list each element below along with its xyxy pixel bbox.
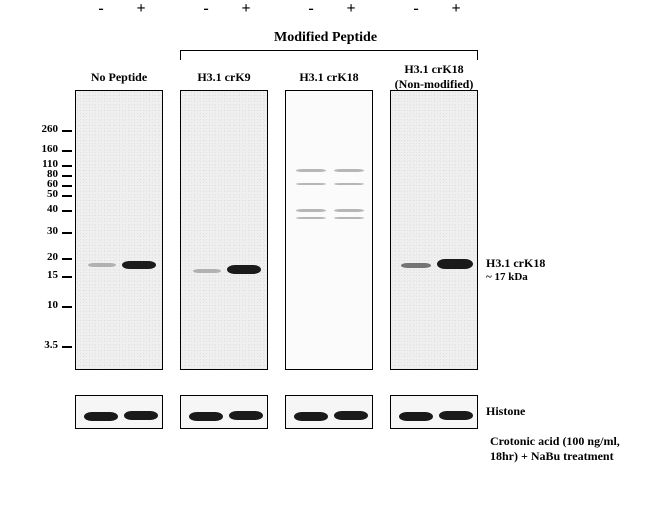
ladder-tick (62, 130, 72, 132)
lane-minus: - (408, 0, 424, 18)
blot-noise (76, 91, 162, 369)
modified-peptide-bracket (180, 50, 478, 60)
lane-minus: - (303, 0, 319, 18)
lane-minus: - (198, 0, 214, 18)
ladder-tick (62, 276, 72, 278)
lane-plus: + (343, 0, 359, 18)
target-label-l2: ~ 17 kDa (486, 271, 545, 283)
band (296, 183, 326, 185)
ladder-tick (62, 150, 72, 152)
ladder-tick (62, 165, 72, 167)
ladder-label: 160 (30, 143, 58, 155)
blot-crk9 (180, 90, 268, 370)
ladder-tick (62, 210, 72, 212)
band (334, 169, 364, 172)
panel-label-nonmod: H3.1 crK18(Non-modified) (384, 62, 484, 92)
ladder-tick (62, 232, 72, 234)
modified-peptide-label: Modified Peptide (274, 30, 377, 46)
ladder-label: 30 (30, 225, 58, 237)
blot-no_peptide (75, 90, 163, 370)
ladder-label: 15 (30, 269, 58, 281)
blot-noise (391, 91, 477, 369)
target-label: H3.1 crK18~ 17 kDa (486, 256, 545, 283)
treatment-l2: 18hr) + NaBu treatment (490, 449, 650, 464)
histone-band (439, 411, 473, 420)
ladder-tick (62, 185, 72, 187)
panel-label-crk9: H3.1 crK9 (180, 70, 268, 85)
band (334, 209, 364, 212)
target-label-l1: H3.1 crK18 (486, 256, 545, 271)
blot-noise (181, 91, 267, 369)
ladder-label: 260 (30, 123, 58, 135)
band (296, 169, 326, 172)
band (296, 217, 326, 219)
ladder-tick (62, 175, 72, 177)
histone-blot-crk9 (180, 395, 268, 429)
ladder-label: 3.5 (30, 339, 58, 351)
band (296, 209, 326, 212)
histone-band (189, 412, 223, 421)
band (88, 263, 116, 267)
panel-label-no_peptide: No Peptide (75, 70, 163, 85)
lane-plus: + (238, 0, 254, 18)
band (122, 261, 156, 269)
band (437, 259, 473, 269)
ladder-label: 40 (30, 203, 58, 215)
histone-band (84, 412, 118, 421)
histone-blot-crk18 (285, 395, 373, 429)
histone-blot-nonmod (390, 395, 478, 429)
histone-band (399, 412, 433, 421)
ladder-tick (62, 306, 72, 308)
lane-minus: - (93, 0, 109, 18)
histone-label: Histone (486, 404, 525, 419)
lane-plus: + (448, 0, 464, 18)
band (401, 263, 431, 268)
ladder-tick (62, 346, 72, 348)
panel-label-nonmod-l1: H3.1 crK18 (384, 62, 484, 77)
blot-nonmod (390, 90, 478, 370)
band (334, 183, 364, 185)
histone-band (294, 412, 328, 421)
blot-crk18 (285, 90, 373, 370)
panel-label-crk18: H3.1 crK18 (285, 70, 373, 85)
band (334, 217, 364, 219)
ladder-tick (62, 258, 72, 260)
ladder-label: 10 (30, 299, 58, 311)
treatment-l1: Crotonic acid (100 ng/ml, (490, 434, 650, 449)
ladder-tick (62, 195, 72, 197)
band (227, 265, 261, 274)
band (193, 269, 221, 273)
histone-band (334, 411, 368, 420)
lane-plus: + (133, 0, 149, 18)
histone-band (229, 411, 263, 420)
treatment-label: Crotonic acid (100 ng/ml,18hr) + NaBu tr… (490, 434, 650, 464)
ladder-label: 50 (30, 188, 58, 200)
ladder-label: 20 (30, 251, 58, 263)
histone-band (124, 411, 158, 420)
histone-blot-no_peptide (75, 395, 163, 429)
